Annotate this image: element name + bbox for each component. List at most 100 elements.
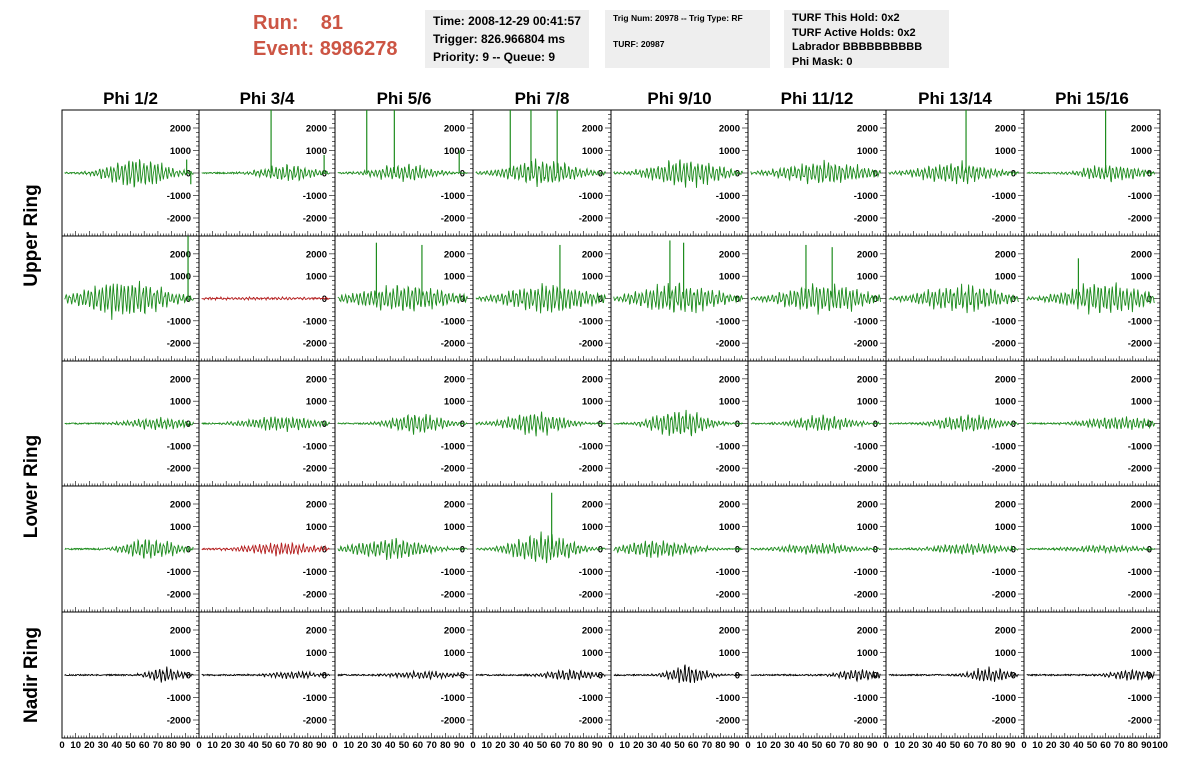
y-tick-label: -2000 (992, 214, 1016, 225)
y-tick-label: 1000 (995, 146, 1016, 157)
x-tick-label: 40 (1073, 740, 1084, 751)
y-tick-label: -2000 (716, 716, 740, 727)
y-tick-label: -2000 (854, 464, 878, 475)
y-tick-label: 1000 (170, 146, 191, 157)
y-tick-label: 0 (322, 169, 327, 180)
y-tick-label: -2000 (854, 214, 878, 225)
y-tick-label: 1000 (582, 272, 603, 283)
y-tick-label: -2000 (441, 590, 465, 601)
y-tick-label: -2000 (716, 214, 740, 225)
y-tick-label: 2000 (444, 626, 465, 637)
x-tick-label: 80 (303, 740, 314, 751)
waveform-trace (201, 416, 331, 432)
phi-mask-text: Phi Mask: 0 (792, 55, 853, 68)
x-tick-label: 50 (1087, 740, 1098, 751)
event-label: Event: (253, 38, 315, 60)
y-tick-label: -1000 (854, 567, 878, 578)
trig-info-box: Trig Num: 20978 -- Trig Type: RF TURF: 2… (605, 10, 770, 68)
run-value: 81 (320, 12, 344, 34)
y-tick-label: -2000 (1128, 214, 1152, 225)
y-tick-label: 1000 (582, 522, 603, 533)
event-value: 8986278 (319, 38, 398, 60)
y-tick-label: -1000 (716, 567, 740, 578)
y-tick-label: -2000 (441, 464, 465, 475)
y-tick-label: -2000 (1128, 716, 1152, 727)
x-tick-label: 40 (661, 740, 672, 751)
x-tick-label: 20 (495, 740, 506, 751)
y-tick-label: 2000 (719, 500, 740, 511)
waveform-trace (337, 669, 468, 681)
y-tick-label: -2000 (579, 214, 603, 225)
x-tick-label: 0 (883, 740, 888, 751)
waveform-trace (475, 668, 606, 681)
y-tick-label: 2000 (444, 249, 465, 260)
y-tick-label: -1000 (992, 316, 1016, 327)
y-tick-label: -2000 (716, 339, 740, 350)
waveform-trace (201, 163, 330, 182)
x-tick-label: 30 (922, 740, 933, 751)
waveform-trace (750, 542, 881, 555)
y-tick-label: 2000 (306, 374, 327, 385)
waveform-trace (613, 664, 743, 684)
waveform-trace (888, 283, 1019, 314)
y-tick-label: 1000 (719, 648, 740, 659)
waveform-trace (750, 159, 881, 185)
y-tick-label: -1000 (167, 441, 191, 452)
y-tick-label: 0 (460, 169, 465, 180)
y-tick-label: 0 (1011, 294, 1016, 305)
x-tick-label: 50 (812, 740, 823, 751)
y-tick-label: -1000 (441, 567, 465, 578)
x-tick-label: 40 (523, 740, 534, 751)
y-tick-label: 1000 (719, 397, 740, 408)
waveform-trace (475, 531, 606, 564)
y-tick-label: 2000 (719, 124, 740, 135)
y-tick-label: 2000 (582, 124, 603, 135)
y-tick-label: 1000 (719, 272, 740, 283)
y-tick-label: 2000 (1131, 124, 1152, 135)
y-tick-label: 0 (460, 419, 465, 430)
x-tick-label: 90 (592, 740, 603, 751)
y-tick-label: 1000 (719, 522, 740, 533)
column-header: Phi 15/16 (1055, 89, 1129, 108)
y-tick-label: -2000 (441, 214, 465, 225)
y-tick-label: 0 (322, 671, 327, 682)
y-tick-label: 1000 (582, 397, 603, 408)
x-tick-label: 60 (1100, 740, 1111, 751)
y-tick-label: -1000 (167, 316, 191, 327)
waveform-trace (64, 280, 194, 320)
y-tick-label: 2000 (170, 249, 191, 260)
y-tick-label: 2000 (1131, 626, 1152, 637)
y-tick-label: -1000 (441, 191, 465, 202)
x-tick-label: 20 (84, 740, 95, 751)
y-tick-label: 2000 (170, 124, 191, 135)
y-tick-label: -2000 (441, 339, 465, 350)
y-tick-label: -1000 (167, 567, 191, 578)
x-tick-label: 70 (289, 740, 300, 751)
row-label: Nadir Ring (21, 627, 42, 723)
y-tick-label: 0 (735, 294, 740, 305)
y-tick-label: -1000 (167, 693, 191, 704)
y-tick-label: 2000 (995, 249, 1016, 260)
y-tick-label: -1000 (441, 441, 465, 452)
x-tick-label: 0 (470, 740, 475, 751)
y-tick-label: -1000 (303, 191, 327, 202)
waveform-trace (1026, 544, 1156, 555)
y-tick-label: 2000 (719, 374, 740, 385)
y-tick-label: 2000 (719, 249, 740, 260)
y-tick-label: -2000 (167, 214, 191, 225)
y-tick-label: -1000 (854, 693, 878, 704)
x-tick-label: 90 (180, 740, 191, 751)
turf-text: TURF: 20987 (613, 39, 665, 49)
waveform-trace (201, 670, 331, 680)
y-tick-label: -1000 (441, 693, 465, 704)
x-tick-label: 90 (1141, 740, 1152, 751)
y-tick-label: 2000 (306, 249, 327, 260)
y-tick-label: 2000 (1131, 249, 1152, 260)
x-tick-label: 10 (344, 740, 355, 751)
x-tick-label: 90 (867, 740, 878, 751)
y-tick-label: -2000 (1128, 339, 1152, 350)
priority-text: Priority: 9 -- Queue: 9 (433, 50, 556, 64)
y-tick-label: 1000 (306, 146, 327, 157)
y-tick-label: 1000 (857, 648, 878, 659)
x-tick-label: 20 (221, 740, 232, 751)
